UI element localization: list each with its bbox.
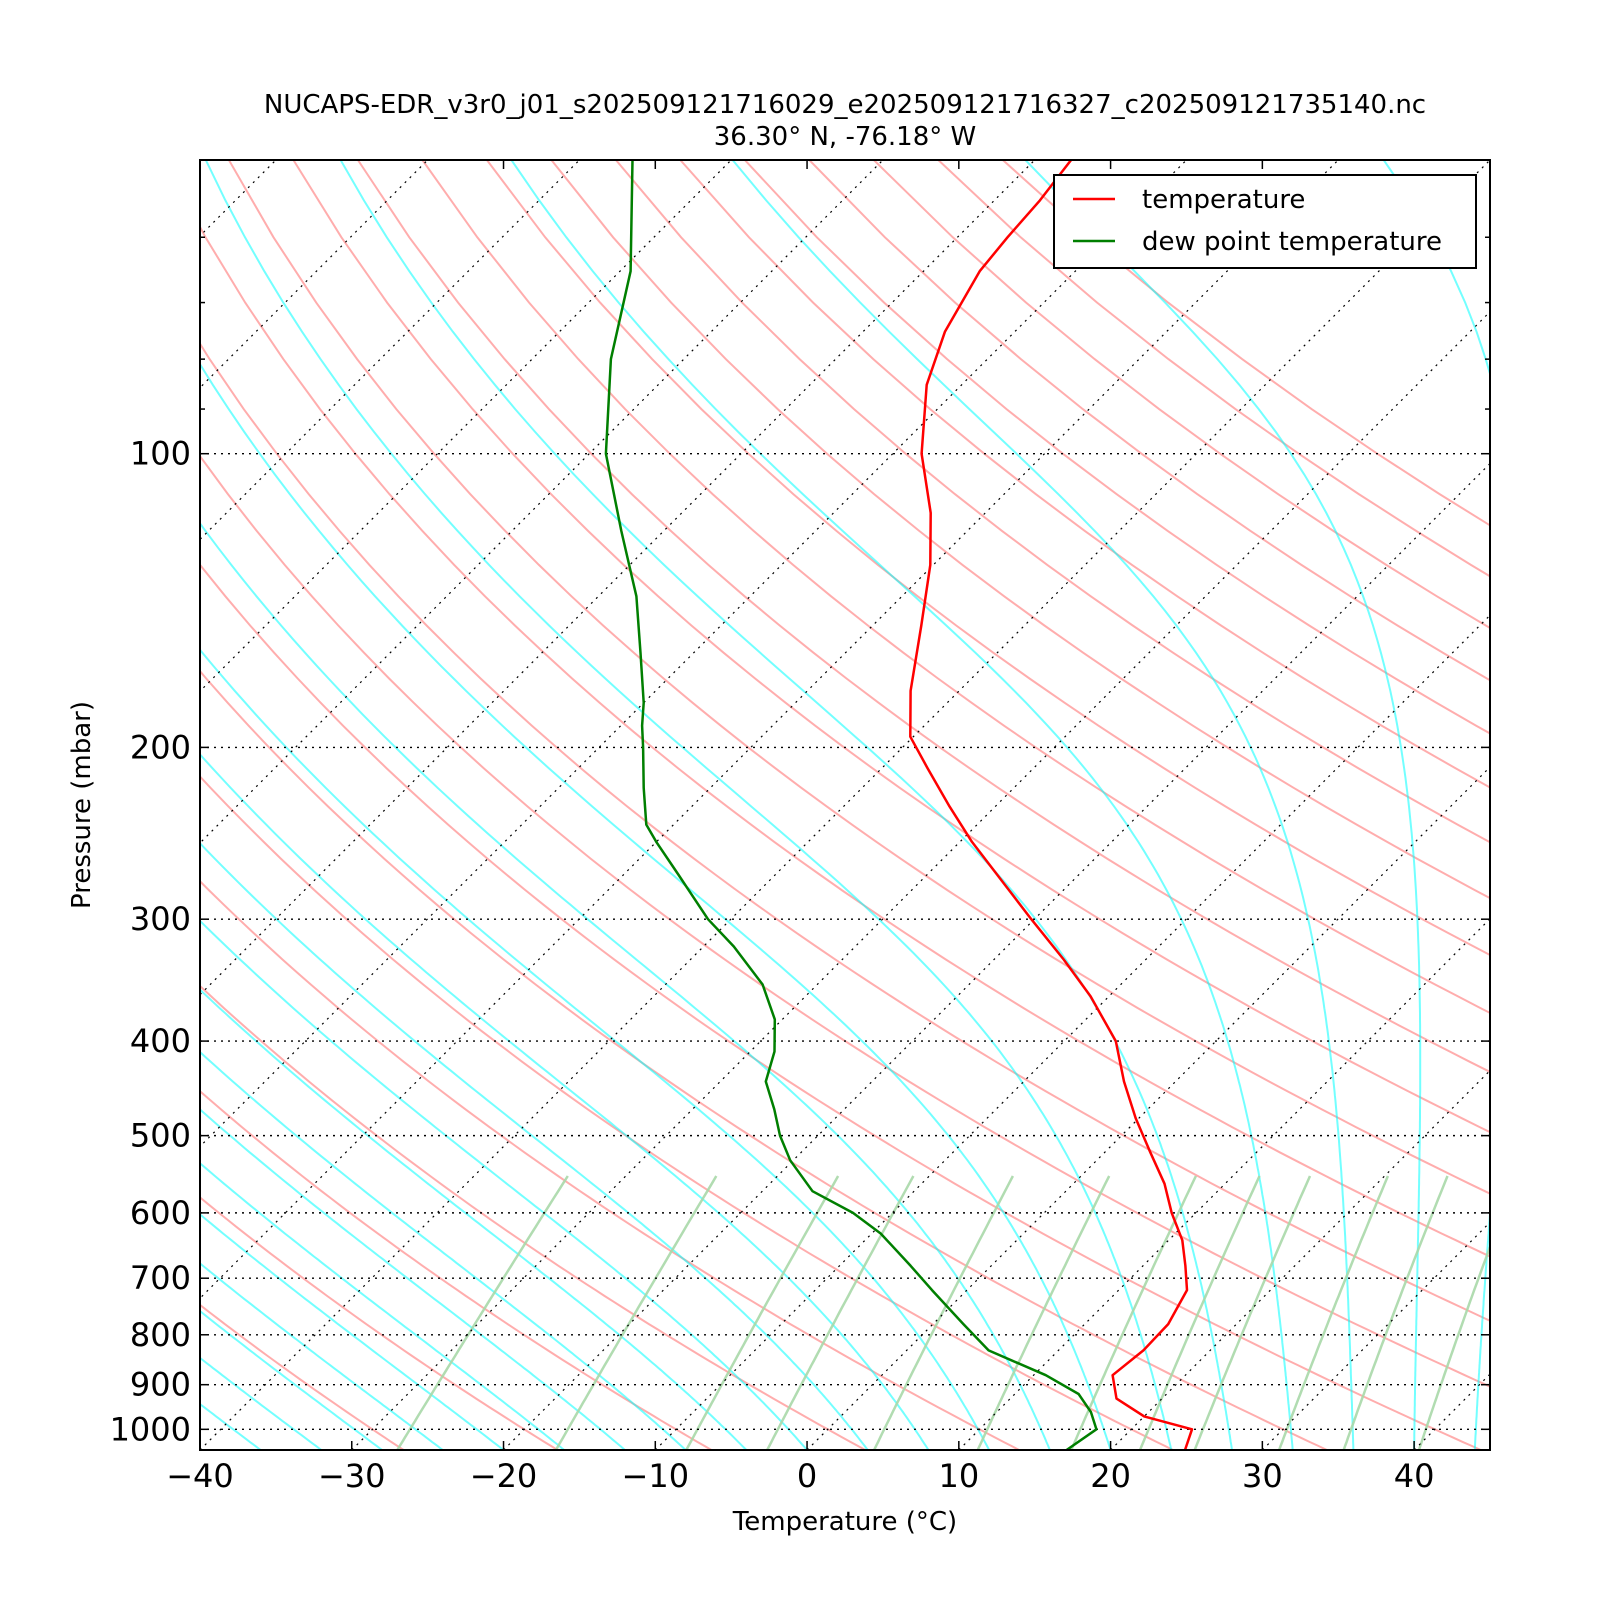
moist-adiabat-line [200,1262,444,1450]
mixing-ratio-line [1417,1243,1490,1450]
y-tick-label: 400 [130,1022,191,1060]
moist-adiabat-line [200,362,1112,1450]
isotherm-gridline [200,160,429,389]
isotherm-gridline [351,310,1490,1450]
dry-adiabat-line [200,454,1490,1388]
moist-adiabat-line [731,160,1355,1450]
moist-adiabat-line [200,841,869,1450]
axis-ticks [199,160,1490,1450]
x-tick-label: 10 [938,1457,979,1495]
mixing-ratio-line [396,1175,569,1450]
chart-title: NUCAPS-EDR_v3r0_j01_s202509121716029_e20… [264,90,1426,120]
y-tick-label: 200 [130,728,191,766]
y-tick-label: 300 [130,900,191,938]
mixing-ratio-line [1070,1175,1198,1450]
x-tick-label: −40 [166,1457,234,1495]
dry-adiabat-line [292,160,1490,1134]
moist-adiabat-line [339,160,1233,1450]
mixing-ratio-line [872,1175,1015,1450]
dry-adiabat-line [550,160,1490,900]
x-tick-label: 20 [1090,1457,1131,1495]
moist-adiabat-line [1382,160,1490,1450]
moist-adiabat-line [204,160,1173,1450]
x-tick-label: 40 [1394,1457,1435,1495]
moist-adiabat-line [200,919,808,1450]
x-tick-label: 0 [797,1457,817,1495]
x-tick-label: −30 [318,1457,386,1495]
y-tick-label: 700 [130,1259,191,1297]
x-axis-label: Temperature (°C) [732,1507,957,1537]
x-tick-label: 30 [1242,1457,1283,1495]
dry-adiabat-line [200,669,1328,1450]
dry-adiabat-line [357,160,1490,1074]
background-lines [0,160,1600,1450]
moist-adiabat-line [200,1108,626,1450]
dry-adiabat-line [615,160,1490,844]
moist-adiabat-line [200,1213,505,1450]
dew-point-line [604,160,1098,1450]
dry-adiabat-line [200,1303,405,1450]
isobar-gridlines [200,452,1490,1431]
isotherm-gridline [0,160,124,1450]
isotherm-gridline [200,160,580,541]
legend-temperature-label: temperature [1142,185,1305,215]
moist-adiabat-line [200,521,1051,1450]
dry-adiabat-line [200,341,1490,1322]
mixing-ratio-line [554,1175,718,1450]
moist-adiabat-line [200,752,930,1450]
x-tick-labels: −40 −30 −20 −10 0 10 20 30 40 [166,1457,1434,1495]
x-tick-label: −10 [622,1457,690,1495]
isotherm-gridline [200,160,884,844]
y-axis-label: Pressure (mbar) [67,701,97,909]
legend-dew-point-label: dew point temperature [1142,227,1442,257]
isotherm-gridline [1566,160,1600,1450]
x-tick-label: −20 [470,1457,538,1495]
y-tick-label: 500 [130,1117,191,1155]
dry-adiabat-line [200,224,1490,1258]
isotherm-gridline [200,160,732,693]
chart-subtitle: 36.30° N, -76.18° W [714,122,976,152]
isotherm-gridline [200,160,1187,1148]
y-tick-labels: 100 200 300 400 500 600 700 800 900 1000 [110,435,191,1449]
moist-adiabat-line [200,1309,383,1450]
mixing-ratio-line [1193,1175,1312,1450]
mixing-ratio-line [685,1175,840,1450]
dry-adiabat-line [200,1089,712,1450]
moist-adiabat-line [200,988,748,1450]
dry-adiabat-line [679,160,1490,789]
dry-adiabat-line [228,160,1490,1195]
isotherm-gridline [200,160,1490,1450]
isotherm-gridline [200,160,1339,1300]
isotherm-gridline [200,160,1036,996]
legend: temperature dew point temperature [1053,174,1477,269]
dry-adiabat-line [200,563,1482,1450]
series-lines [604,160,1194,1450]
dry-adiabat-line [421,160,1490,1015]
plot-frame [199,159,1491,1451]
dry-adiabat-line [200,775,1174,1450]
moist-adiabat-line [200,1050,687,1450]
mixing-ratio-line [1342,1175,1449,1450]
y-tick-label: 600 [130,1194,191,1232]
moist-adiabat-line [200,648,991,1450]
dry-adiabat-line [486,160,1490,957]
legend-box [1053,174,1477,269]
mixing-ratio-line [1277,1175,1390,1450]
moist-adiabat-line [200,1162,565,1450]
mixing-ratio-line [766,1175,915,1450]
y-tick-label: 900 [130,1366,191,1404]
moist-adiabat-line [1024,160,1422,1450]
y-tick-label: 800 [130,1316,191,1354]
temperature-line [909,160,1194,1450]
moist-adiabat-line [200,1356,322,1450]
y-tick-label: 1000 [110,1410,191,1448]
y-tick-label: 100 [130,435,191,473]
dry-adiabat-line [200,879,1020,1450]
